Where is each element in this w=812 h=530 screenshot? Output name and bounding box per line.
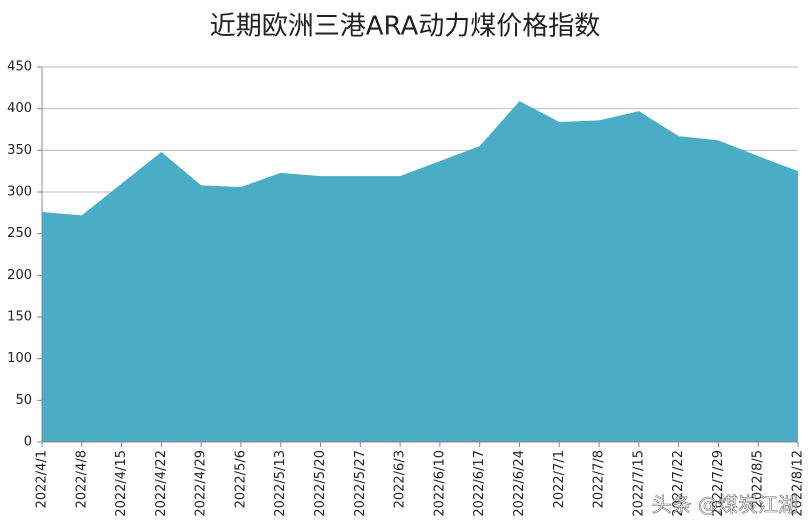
x-tick-label: 2022/4/15 — [114, 450, 129, 517]
x-tick-label: 2022/6/10 — [432, 450, 447, 517]
x-tick-label: 2022/5/6 — [233, 450, 248, 508]
x-tick-label: 2022/5/27 — [353, 450, 368, 517]
chart-title: 近期欧洲三港ARA动力煤价格指数 — [210, 12, 601, 42]
x-tick-label: 2022/8/5 — [751, 450, 766, 508]
x-tick-label: 2022/7/22 — [671, 450, 686, 517]
x-tick-label: 2022/4/29 — [194, 450, 209, 517]
x-tick-label: 2022/6/3 — [393, 450, 408, 508]
y-tick-label: 450 — [7, 60, 32, 75]
x-tick-label: 2022/4/1 — [35, 450, 50, 508]
x-tick-label: 2022/8/12 — [791, 450, 806, 517]
x-tick-label: 2022/6/24 — [512, 450, 527, 517]
y-tick-label: 50 — [15, 393, 32, 408]
x-tick-label: 2022/4/22 — [154, 450, 169, 517]
y-tick-label: 150 — [7, 310, 32, 325]
watermark: 头条 @煤炭江湖 — [652, 493, 798, 517]
x-tick-label: 2022/6/17 — [472, 450, 487, 517]
x-tick-label: 2022/7/1 — [552, 450, 567, 508]
y-tick-label: 300 — [7, 185, 32, 200]
x-tick-label: 2022/4/8 — [74, 450, 89, 508]
y-tick-label: 100 — [7, 351, 32, 366]
area — [42, 101, 798, 443]
y-tick-label: 0 — [24, 435, 32, 450]
x-tick-label: 2022/5/20 — [313, 450, 328, 517]
y-tick-label: 200 — [7, 268, 32, 283]
x-tick-label: 2022/7/29 — [711, 450, 726, 517]
y-tick-label: 400 — [7, 101, 32, 116]
y-tick-label: 350 — [7, 143, 32, 158]
y-tick-label: 250 — [7, 226, 32, 241]
x-tick-label: 2022/5/13 — [273, 450, 288, 517]
x-tick-label: 2022/7/15 — [631, 450, 646, 517]
x-tick-label: 2022/7/8 — [592, 450, 607, 508]
